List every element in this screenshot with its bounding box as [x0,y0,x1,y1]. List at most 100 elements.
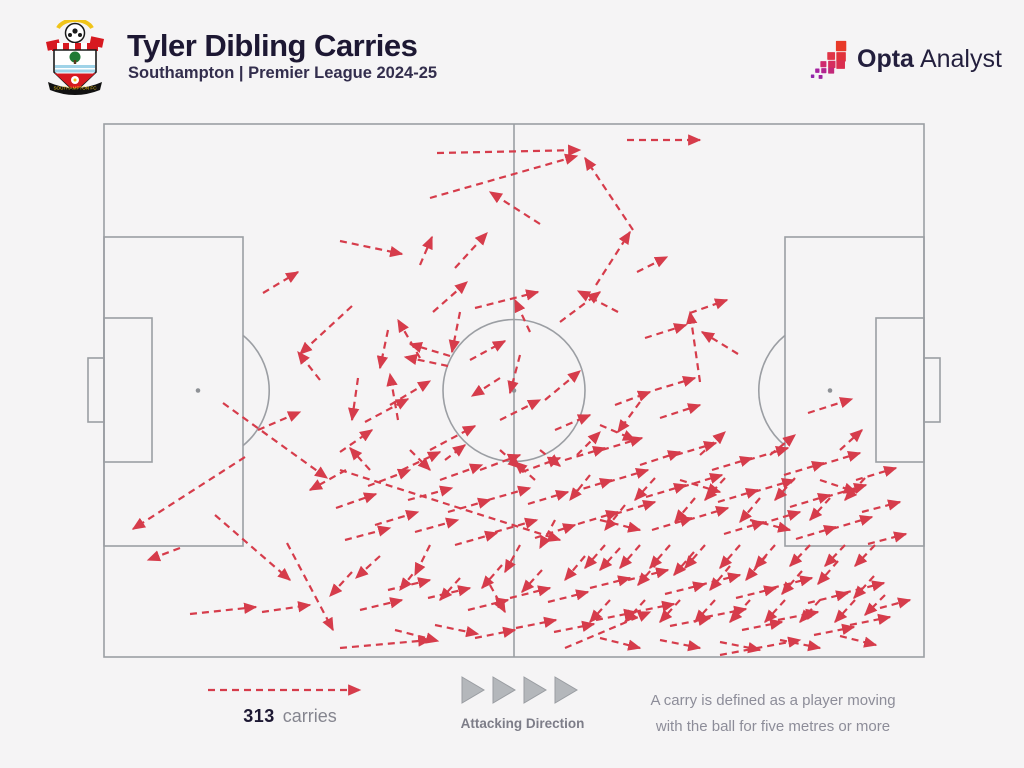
badge-banner: SOUTHAMPTON FC [48,82,102,95]
carry-arrow [664,581,707,596]
carry-arrow [515,616,558,630]
carry-arrow [864,594,886,616]
attacking-triangle-icon [523,676,547,704]
carry-arrow [825,482,868,499]
opta-stair-square [818,74,823,79]
carry-arrow [654,375,697,392]
carry-arrow [262,271,300,294]
carry-arrow [414,517,460,534]
page-subtitle: Southampton | Premier League 2024-25 [128,64,438,82]
carry-arrow [674,497,696,524]
attacking-triangle-icon [461,676,485,704]
carry-arrow [739,497,761,524]
carry-arrow [617,401,641,434]
carry-arrow [447,497,492,514]
pitch-outline [87,123,941,658]
carry-arrow [599,636,642,651]
carry-arrow [769,434,797,456]
goal-left [87,357,105,423]
carry-definition-line1: A carry is defined as a player moving [650,692,896,709]
carry-arrow [436,144,582,156]
carry-arrow [717,487,760,504]
carry-arrow [834,599,856,623]
carry-arrow [576,431,601,456]
carry-arrow [432,281,468,313]
carry-arrow [467,597,510,612]
penalty-area-right [784,236,925,547]
carry-arrow [429,425,477,451]
opta-stair-square [821,68,827,74]
carry-arrow [257,410,302,432]
carry-arrow [774,477,796,501]
carry-arrow [599,547,621,571]
carry-arrow [554,413,592,432]
carry-arrow [781,570,803,595]
carry-arrow [146,546,181,562]
carry-arrow [414,544,431,577]
carry-arrow [261,601,312,614]
carry-arrow [854,544,876,567]
carry-arrow [700,331,739,355]
carry-arrow [589,599,611,623]
opta-stair-square [820,61,827,68]
carry-arrow [489,584,506,614]
badge-scarf [46,36,104,51]
carry-arrow [669,614,712,628]
carry-arrow [607,467,650,484]
carry-arrow [481,564,503,589]
carry-arrow [747,445,790,462]
carry-arrow [723,519,766,536]
carry-arrow [527,489,570,506]
carry-arrow [759,509,802,526]
carry-definition-note: A carry is defined as a player moving wi… [628,688,918,740]
carry-arrow [348,377,360,422]
carry-arrow [764,599,786,623]
carry-arrow [394,628,440,644]
carry-arrow [651,515,694,532]
southampton-club-badge: SOUTHAMPTON FC [46,20,104,95]
carry-arrow [633,600,676,614]
carry-arrow [645,482,688,499]
carry-arrow [429,153,579,200]
carry-arrow [407,485,454,502]
carry-arrow [777,608,820,622]
goal-right [923,357,941,423]
carry-arrow [374,509,420,527]
attacking-triangle-icon [554,676,578,704]
carry-arrow [367,468,412,488]
opta-analyst-logo: Opta Analyst [810,36,1002,82]
carry-arrow [824,544,846,567]
carry-arrow [779,638,822,652]
carry-arrow [867,531,908,546]
carry-arrow [576,290,619,313]
carry-arrow [584,156,634,231]
six-yard-box-right [875,317,925,463]
carry-arrow [809,497,831,521]
penalty-spot-left [195,388,201,393]
carry-arrow [544,370,582,401]
carry-arrow [589,575,632,590]
carry-arrow [308,469,347,491]
carry-arrow [339,429,374,453]
carry-arrow [408,341,451,358]
carry-arrow [521,456,562,474]
carry-arrow [813,623,856,637]
penalty-spot-right [827,388,833,393]
carry-arrow [444,444,467,461]
penalty-area-left [103,236,244,547]
carry-arrow [659,599,681,623]
carry-arrow [754,544,776,569]
carry-arrow [454,530,499,547]
carry-arrow [469,340,507,361]
carry-arrow [559,291,602,323]
carry-arrow [539,519,556,550]
attacking-direction-icons [461,676,578,704]
carry-arrow [639,450,682,467]
carries-label: carries [282,706,337,726]
carry-arrow [509,585,552,600]
penalty-arc-right [757,334,786,447]
carry-arrow [789,544,811,567]
opta-logo-text: Opta Analyst [857,45,1002,74]
carry-arrow [741,618,784,632]
carry-arrow [344,525,392,542]
